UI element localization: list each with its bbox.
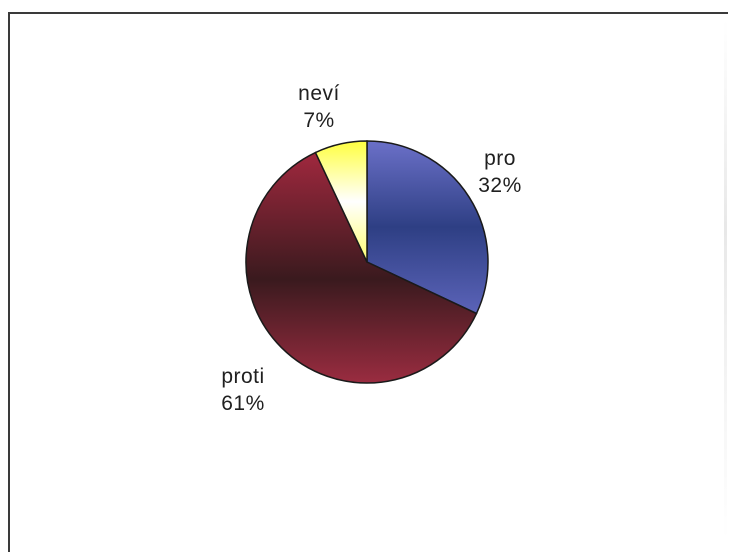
slice-percent-proti: 61%: [221, 392, 265, 415]
slice-label-neví: neví: [298, 82, 340, 105]
slice-percent-neví: 7%: [303, 109, 334, 132]
chart-frame-right-edge: [724, 20, 727, 540]
pie-slice-neví: [314, 140, 368, 263]
slice-percent-pro: 32%: [478, 174, 522, 197]
pie-slice-proti: [245, 151, 478, 384]
slice-label-proti: proti: [221, 365, 264, 388]
slice-label-pro: pro: [484, 147, 516, 170]
pie-slice-pro: [366, 140, 489, 315]
